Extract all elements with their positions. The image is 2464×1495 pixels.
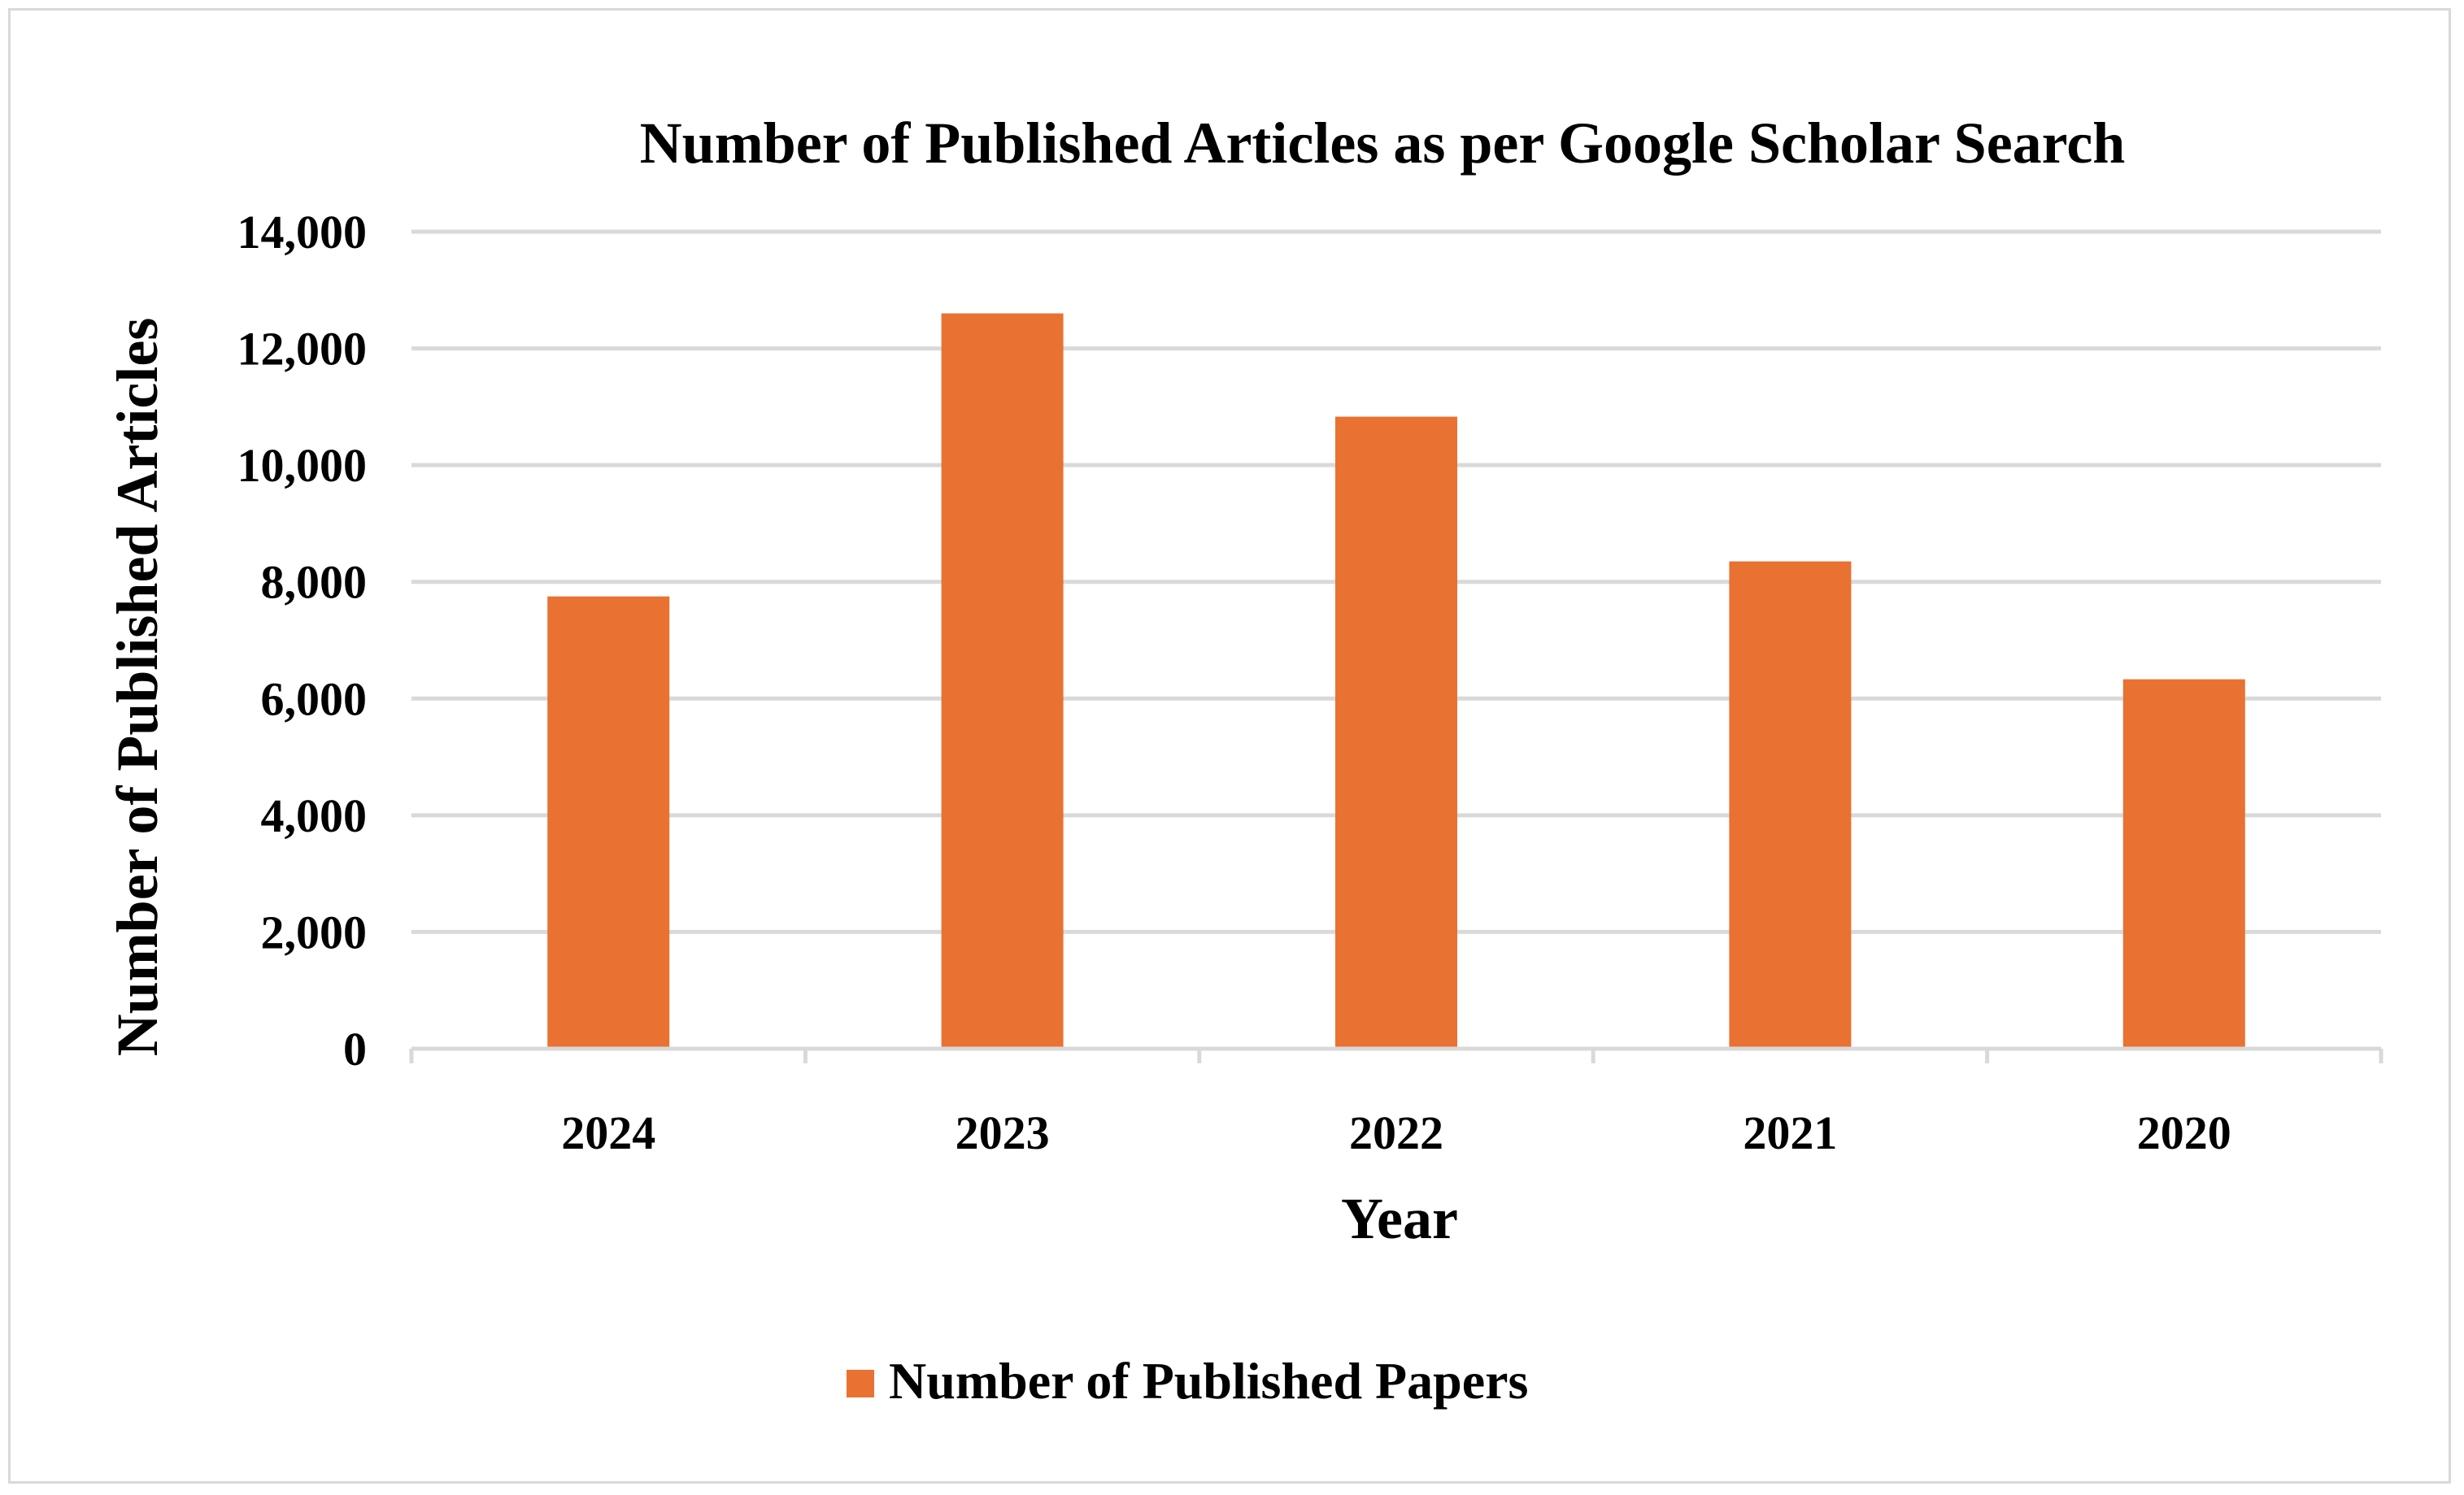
y-tick-label: 12,000 [237, 323, 368, 376]
bar-2020 [2122, 679, 2245, 1049]
y-tick-label: 10,000 [237, 439, 368, 492]
bar-2022 [1335, 416, 1457, 1049]
x-axis-ticks: 2024 2023 2022 2021 2020 [561, 1106, 2231, 1159]
x-axis-label: Year [1341, 1186, 1458, 1251]
chart-frame: Number of Published Articles as per Goog… [8, 8, 2451, 1484]
y-tick-label: 6,000 [261, 672, 368, 725]
x-tick-label: 2020 [2137, 1106, 2231, 1159]
y-tick-label: 0 [343, 1023, 367, 1076]
bar-2024 [547, 596, 670, 1049]
y-axis-label: Number of Published Articles [105, 318, 170, 1057]
legend-swatch [847, 1370, 874, 1397]
y-tick-label: 2,000 [261, 906, 368, 958]
legend: Number of Published Papers [847, 1352, 1528, 1410]
y-tick-label: 8,000 [261, 556, 368, 609]
bars [547, 313, 2245, 1049]
bar-2021 [1729, 561, 1852, 1049]
bar-2023 [941, 313, 1064, 1049]
x-tick-label: 2024 [561, 1106, 655, 1159]
x-axis [409, 1046, 2383, 1063]
y-tick-label: 14,000 [237, 206, 368, 259]
y-axis-ticks: 0 2,000 4,000 6,000 8,000 10,000 12,000 14,000 [237, 206, 368, 1076]
chart-title: Number of Published Articles as per Goog… [640, 111, 2126, 176]
legend-label: Number of Published Papers [889, 1352, 1528, 1410]
x-tick-label: 2022 [1349, 1106, 1443, 1159]
x-tick-label: 2021 [1743, 1106, 1837, 1159]
bar-chart: Number of Published Articles as per Goog… [105, 111, 2383, 1410]
x-tick-label: 2023 [956, 1106, 1050, 1159]
y-tick-label: 4,000 [261, 789, 368, 842]
